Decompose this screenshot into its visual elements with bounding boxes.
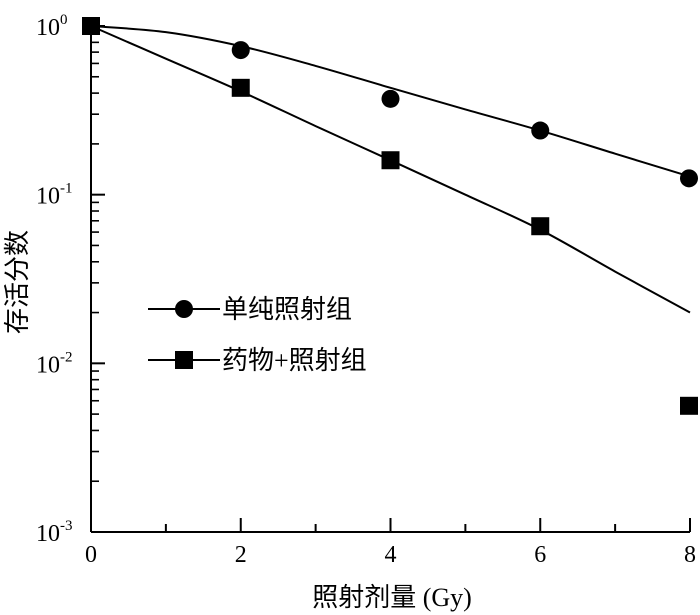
x-tick-label: 2 bbox=[235, 542, 247, 568]
fit-curve-series-2 bbox=[90, 25, 691, 314]
data-markers bbox=[82, 17, 698, 415]
x-tick-label: 0 bbox=[85, 542, 97, 568]
y-tick-label: 10-1 bbox=[36, 181, 73, 210]
square-point bbox=[531, 217, 550, 236]
x-tick-label: 4 bbox=[385, 542, 397, 568]
y-tick-label: 10-2 bbox=[36, 349, 73, 378]
tick-labels: 0 2 4 6 8 100 10-1 10-2 10-3 bbox=[36, 12, 696, 568]
fit-curve-series-1 bbox=[90, 25, 691, 178]
square-point bbox=[231, 78, 250, 97]
legend-marker-circle bbox=[175, 300, 193, 318]
legend-label: 单纯照射组 bbox=[222, 295, 352, 324]
fit-curves bbox=[90, 25, 691, 314]
y-tick-label: 100 bbox=[36, 12, 68, 41]
x-tick-label: 6 bbox=[534, 542, 546, 568]
legend-label: 药物+照射组 bbox=[222, 346, 367, 375]
circle-point bbox=[680, 169, 698, 188]
y-axis-label: 存活分数 bbox=[3, 230, 32, 334]
x-axis-label: 照射剂量 (Gy) bbox=[312, 583, 472, 612]
circle-point bbox=[381, 89, 400, 108]
circle-point bbox=[231, 41, 250, 60]
legend-marker-square bbox=[175, 351, 193, 369]
y-tick-label: 10-3 bbox=[36, 518, 73, 547]
square-point bbox=[82, 17, 100, 35]
circle-point bbox=[531, 121, 550, 140]
square-point bbox=[680, 396, 698, 415]
x-tick-label: 8 bbox=[684, 542, 696, 568]
square-point bbox=[381, 151, 400, 170]
